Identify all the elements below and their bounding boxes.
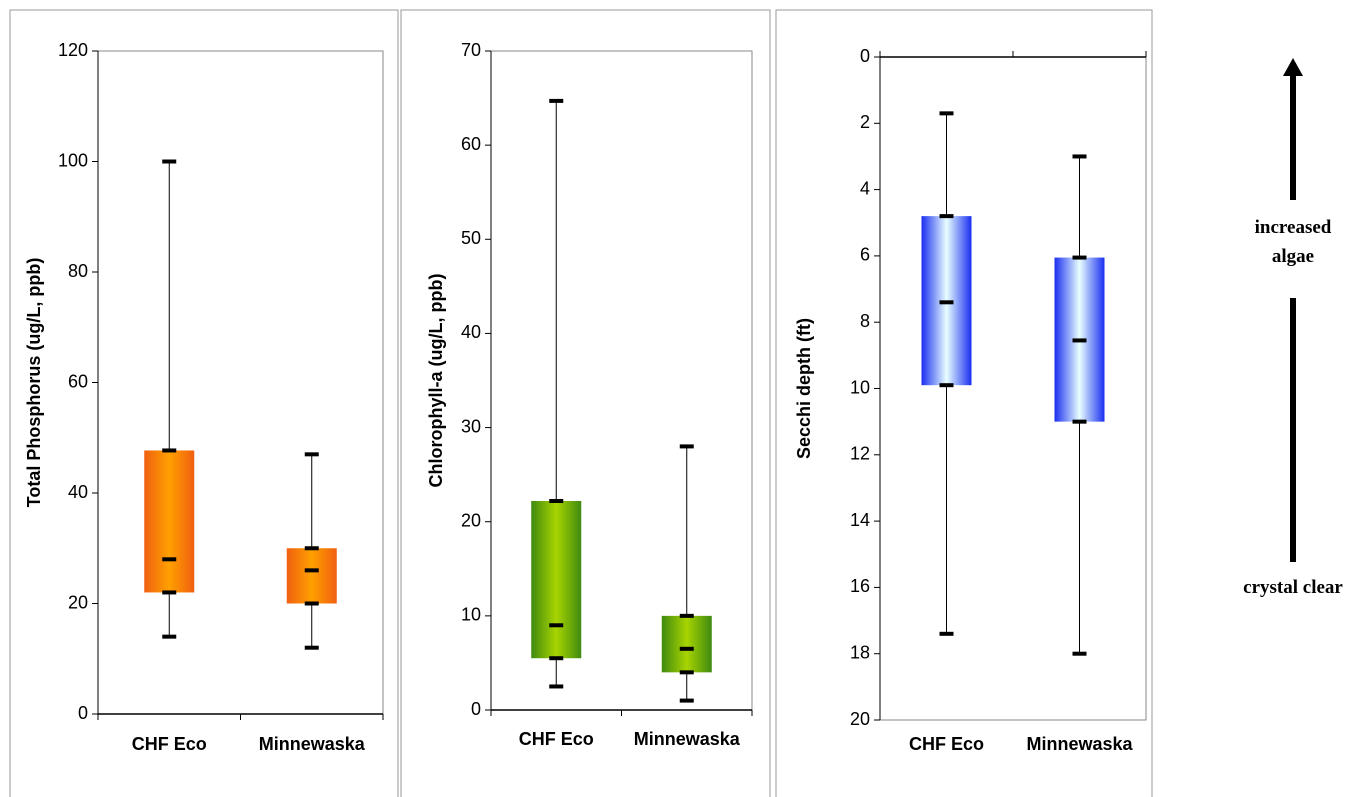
y-tick-label: 4 bbox=[860, 178, 870, 198]
y-tick-label: 100 bbox=[58, 150, 88, 170]
box bbox=[144, 450, 195, 593]
box bbox=[286, 548, 337, 604]
y-tick-label: 40 bbox=[68, 482, 88, 502]
plot-frame bbox=[97, 50, 384, 715]
y-tick-label: 12 bbox=[850, 444, 870, 464]
y-tick-label: 16 bbox=[850, 576, 870, 596]
panel-frame bbox=[400, 9, 771, 797]
x-tick-label: Minnewaska bbox=[1026, 734, 1133, 754]
y-axis-title: Secchi depth (ft) bbox=[794, 318, 814, 459]
box bbox=[531, 501, 582, 659]
y-tick-label: 0 bbox=[860, 46, 870, 66]
y-tick-label: 0 bbox=[78, 703, 88, 723]
x-tick-label: Minnewaska bbox=[259, 734, 366, 754]
y-tick-label: 18 bbox=[850, 642, 870, 662]
y-axis-title: Chlorophyll-a (ug/L, ppb) bbox=[426, 274, 446, 488]
y-tick-label: 70 bbox=[461, 40, 481, 60]
y-tick-label: 30 bbox=[461, 416, 481, 436]
plot-frame bbox=[490, 50, 753, 711]
y-tick-label: 60 bbox=[68, 371, 88, 391]
y-tick-label: 20 bbox=[461, 510, 481, 530]
y-tick-label: 60 bbox=[461, 134, 481, 154]
box bbox=[661, 615, 712, 673]
x-tick-label: CHF Eco bbox=[909, 734, 984, 754]
y-tick-label: 20 bbox=[850, 709, 870, 729]
annotation: crystal clear bbox=[1243, 577, 1343, 598]
y-tick-label: 80 bbox=[68, 261, 88, 281]
y-tick-label: 50 bbox=[461, 228, 481, 248]
y-tick-label: 40 bbox=[461, 322, 481, 342]
y-tick-label: 8 bbox=[860, 311, 870, 331]
y-tick-label: 10 bbox=[461, 605, 481, 625]
x-tick-label: CHF Eco bbox=[519, 729, 594, 749]
x-tick-label: Minnewaska bbox=[634, 729, 741, 749]
y-tick-label: 20 bbox=[68, 592, 88, 612]
panel-frame bbox=[775, 9, 1153, 797]
plot-frame bbox=[879, 56, 1147, 721]
arrow-head bbox=[1283, 58, 1303, 76]
y-tick-label: 14 bbox=[850, 510, 870, 530]
y-tick-label: 2 bbox=[860, 112, 870, 132]
panel-frame bbox=[9, 9, 399, 797]
annotation: increased algae bbox=[1254, 217, 1332, 267]
x-tick-label: CHF Eco bbox=[132, 734, 207, 754]
y-tick-label: 6 bbox=[860, 245, 870, 265]
y-tick-label: 120 bbox=[58, 40, 88, 60]
y-axis-title: Total Phosphorus (ug/L, ppb) bbox=[24, 258, 44, 508]
y-tick-label: 10 bbox=[850, 377, 870, 397]
y-tick-label: 0 bbox=[471, 699, 481, 719]
